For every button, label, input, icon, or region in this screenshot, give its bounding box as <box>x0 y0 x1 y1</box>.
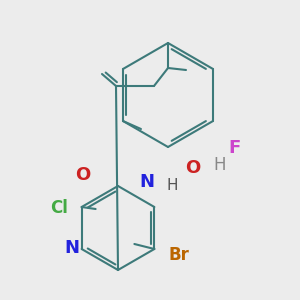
Text: H: H <box>213 156 226 174</box>
Text: Cl: Cl <box>50 199 68 217</box>
Text: N: N <box>140 173 154 191</box>
Text: Br: Br <box>168 246 189 264</box>
Text: F: F <box>228 139 240 157</box>
Text: N: N <box>64 239 80 257</box>
Text: O: O <box>185 159 200 177</box>
Text: H: H <box>167 178 178 194</box>
Text: O: O <box>75 166 91 184</box>
